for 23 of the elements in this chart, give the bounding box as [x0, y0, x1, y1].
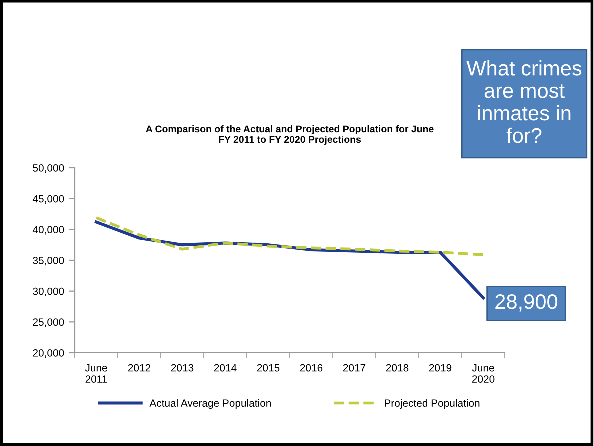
x-tick-label: 2017 — [343, 364, 366, 372]
x-tick-label: 2013 — [171, 364, 194, 372]
x-tick-label: 2019 — [429, 364, 452, 372]
x-tick-label: June 2020 — [472, 364, 495, 383]
y-tick-label: 20,000 — [33, 350, 64, 358]
x-tick-label: 2018 — [386, 364, 409, 372]
data-label: 28,900 — [496, 294, 558, 312]
x-tick-label: 2012 — [128, 364, 151, 372]
x-tick-label: 2016 — [300, 364, 323, 372]
x-tick-label: 2015 — [257, 364, 280, 372]
line-series — [95, 216, 485, 256]
y-tick-label: 40,000 — [32, 226, 64, 235]
y-tick-label: 45,000 — [32, 195, 64, 204]
y-tick-label: 30,000 — [33, 288, 64, 296]
legend-label: Actual Average Population — [150, 399, 272, 410]
y-tick-label: 50,000 — [33, 164, 64, 174]
x-tick-label: 2014 — [214, 364, 237, 372]
chart-title: A Comparison of the Actual and Projected Population for June FY 2011 to FY 2020 Projections — [146, 125, 434, 146]
x-tick-label: June 2011 — [85, 364, 108, 383]
y-tick-label: 35,000 — [33, 257, 64, 266]
y-tick-label: 25,000 — [33, 318, 64, 328]
legend-label: Projected Population — [385, 399, 480, 410]
text: What crimes are most inmates in for? — [466, 60, 582, 144]
